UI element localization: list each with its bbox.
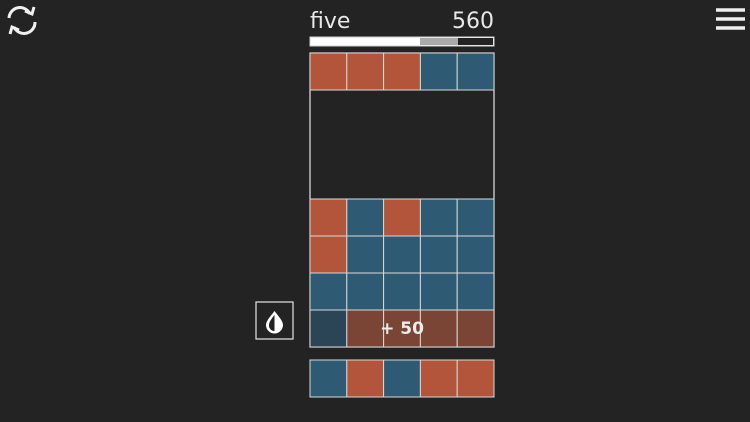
tile [309, 235, 348, 274]
board [309, 52, 495, 398]
tile [419, 235, 458, 274]
tile [456, 272, 495, 311]
tile [346, 235, 385, 274]
menu-button[interactable] [716, 8, 745, 30]
tile [346, 52, 385, 91]
tile [456, 235, 495, 274]
tile [309, 359, 348, 398]
tile [456, 309, 495, 348]
tile [346, 198, 385, 237]
tile [346, 272, 385, 311]
tile [456, 359, 495, 398]
drop-button[interactable] [255, 301, 294, 340]
restart-arrow-bottom [8, 24, 20, 35]
tile [419, 272, 458, 311]
restart-arrow-top [24, 6, 36, 17]
tile [383, 235, 421, 274]
tile [383, 359, 421, 398]
tile [309, 198, 348, 237]
tile [309, 272, 348, 311]
drop-icon-shade [268, 315, 275, 332]
tile [456, 198, 495, 237]
level-name: five [310, 9, 350, 34]
tile [383, 198, 421, 237]
tile [383, 52, 421, 91]
progress-segment [420, 38, 458, 45]
tile [419, 359, 458, 398]
restart-button[interactable] [7, 6, 37, 35]
score: 560 [452, 9, 494, 34]
tile [309, 309, 348, 348]
tile [419, 52, 458, 91]
tile [383, 272, 421, 311]
tile [346, 359, 385, 398]
tile [419, 198, 458, 237]
progress-track [309, 36, 495, 47]
score-popup: + 50 [380, 319, 424, 339]
tile [456, 52, 495, 91]
progress-remaining [458, 38, 493, 45]
tile [309, 52, 348, 91]
tile [346, 309, 385, 348]
tile [419, 309, 458, 348]
